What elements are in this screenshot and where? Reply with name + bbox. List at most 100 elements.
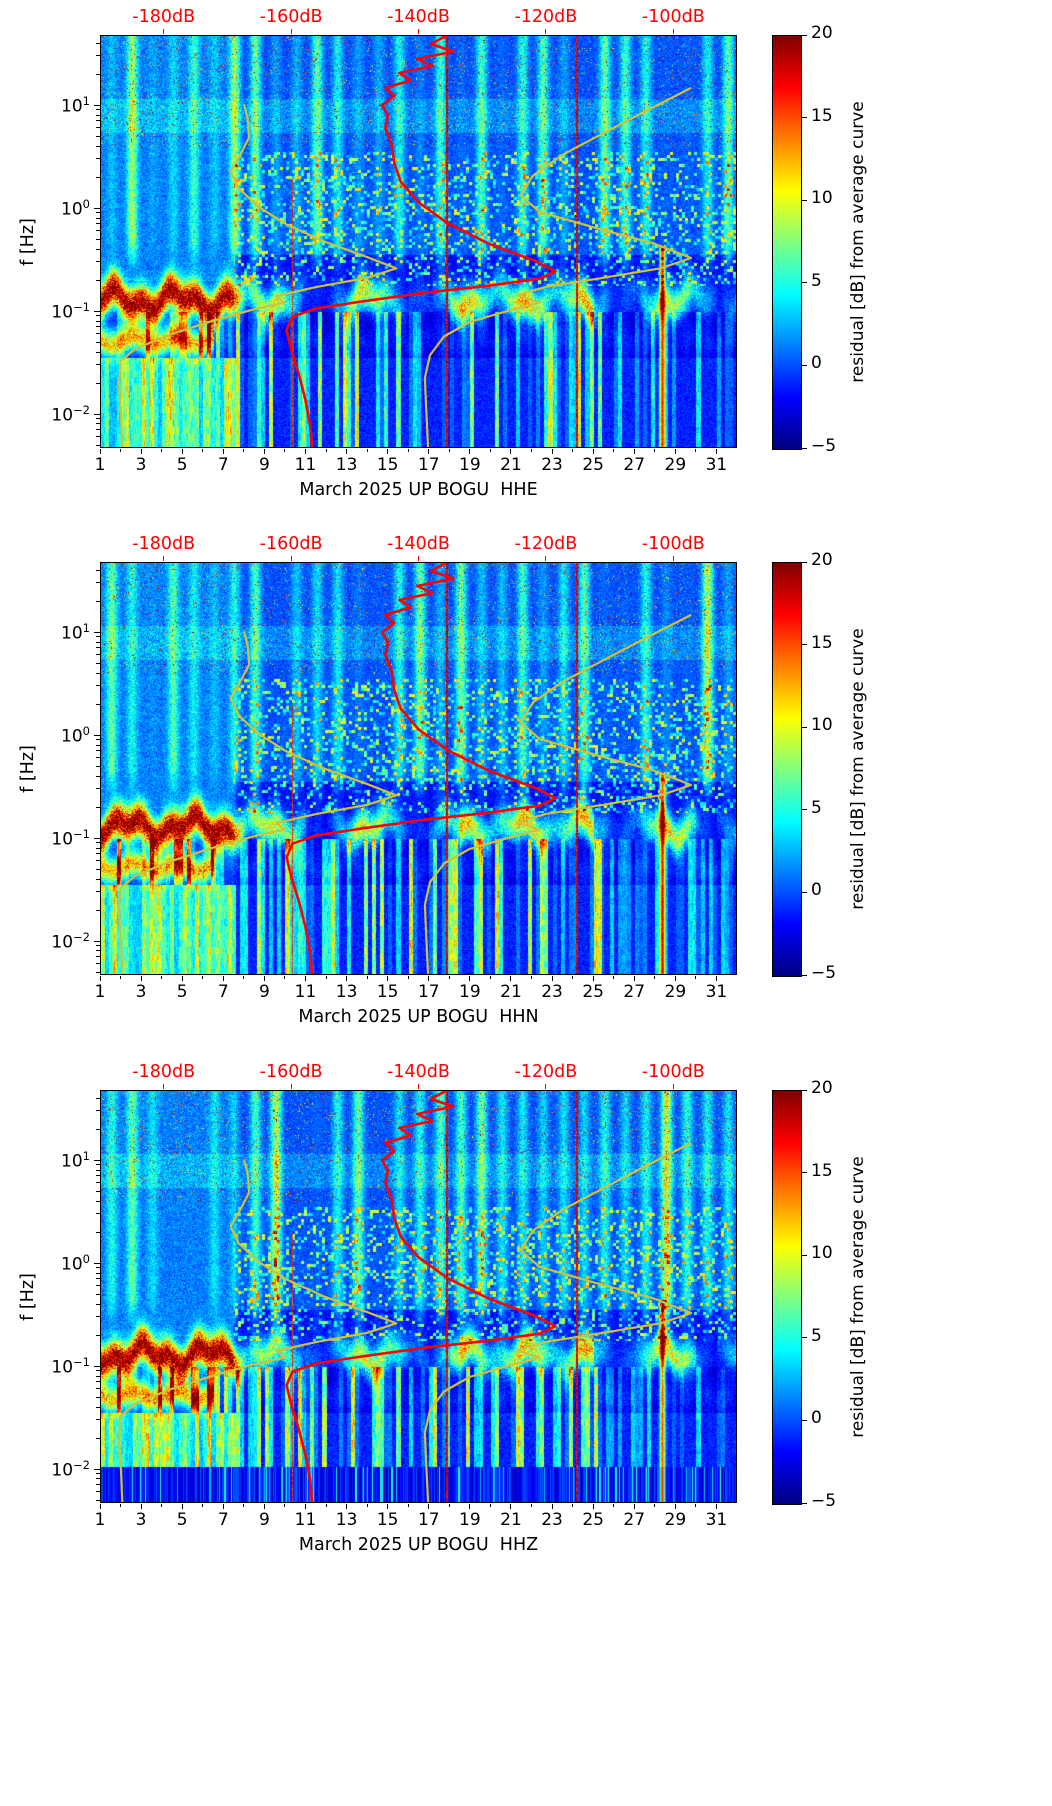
y-axis-minor-tick	[96, 847, 100, 849]
y-axis-minor-tick	[96, 423, 100, 425]
x-tick-label: 25	[582, 982, 604, 1002]
colorbar-label: residual [dB] from average curve	[848, 1155, 868, 1438]
x-axis-tick	[120, 449, 122, 452]
y-tick-exponent: −2	[73, 1458, 90, 1472]
y-axis-minor-tick	[96, 1484, 100, 1486]
x-tick-label: 29	[664, 455, 687, 475]
y-tick-exponent: 1	[82, 94, 90, 109]
y-axis-minor-tick	[96, 1478, 100, 1480]
x-tick-label: 9	[258, 1510, 270, 1530]
y-tick-exponent: 0	[82, 724, 90, 739]
colorbar-tick	[802, 117, 807, 119]
x-axis-tick	[263, 449, 265, 454]
min-psd-curve	[118, 1159, 398, 1503]
y-axis-minor-tick	[96, 341, 100, 343]
x-tick-label: 25	[582, 455, 604, 475]
colorbar-tick-label: 5	[811, 270, 822, 291]
x-axis-tick	[284, 1504, 286, 1507]
x-axis-tick	[243, 1504, 245, 1507]
colorbar-tick	[802, 34, 807, 36]
y-axis-tick	[94, 1262, 100, 1264]
y-tick-exponent: 0	[82, 1252, 90, 1267]
x-tick-label: 19	[459, 1510, 481, 1530]
y-axis-minor-tick	[96, 909, 100, 911]
x-tick-label: 11	[294, 982, 317, 1002]
y-axis-minor-tick	[96, 145, 100, 147]
top-axis-db-label: -160dB	[259, 7, 323, 27]
top-axis-tick	[418, 1084, 419, 1089]
x-axis-tick	[407, 449, 409, 452]
max-psd-curve	[423, 86, 693, 448]
y-axis-tick	[94, 837, 100, 839]
x-axis-tick	[510, 1504, 512, 1509]
y-axis-minor-tick	[96, 1437, 100, 1439]
min-psd-curve	[118, 631, 398, 975]
x-axis-tick	[613, 449, 615, 452]
y-axis-tick	[94, 104, 100, 106]
y-axis-minor-tick	[96, 351, 100, 353]
x-axis-tick	[284, 449, 286, 452]
x-axis-tick	[99, 976, 101, 981]
x-tick-label: 27	[623, 455, 646, 475]
top-axis-db-label: -180dB	[132, 1062, 196, 1082]
plot-frame	[100, 35, 737, 448]
y-axis-minor-tick	[96, 279, 100, 281]
y-axis-tick	[94, 1365, 100, 1367]
x-axis-tick	[325, 449, 327, 452]
colorbar-hhe	[772, 35, 802, 450]
y-axis-minor-tick	[96, 739, 100, 741]
y-axis-minor-tick	[96, 641, 100, 643]
colorbar-hhz	[772, 1090, 802, 1505]
y-axis-minor-tick	[96, 788, 100, 790]
y-axis-minor-tick	[96, 1169, 100, 1171]
top-axis-tick	[290, 1084, 292, 1089]
y-axis-minor-tick	[96, 569, 100, 571]
y-tick-base: 10	[51, 405, 74, 426]
colorbar-tick	[802, 364, 807, 366]
y-axis-minor-tick	[96, 860, 100, 862]
x-axis-tick	[120, 1504, 122, 1507]
x-tick-label: 31	[705, 982, 728, 1002]
colorbar-tick-label: 10	[811, 715, 833, 736]
x-axis-tick	[510, 976, 512, 981]
x-axis-tick	[469, 976, 471, 981]
y-axis-tick	[94, 310, 100, 312]
x-axis-tick	[222, 449, 224, 454]
y-axis-minor-tick	[96, 1097, 100, 1099]
x-axis-tick	[695, 449, 697, 452]
plot-frame	[100, 562, 737, 975]
x-axis-tick	[469, 449, 471, 454]
y-tick-exponent: −1	[73, 827, 90, 842]
x-tick-label: 23	[541, 982, 563, 1002]
x-axis-tick	[346, 1504, 348, 1509]
x-axis-tick	[99, 449, 101, 454]
y-tick-base: 10	[61, 1254, 83, 1275]
x-tick-label: 1	[94, 455, 106, 475]
y-axis-minor-tick	[96, 127, 100, 129]
colorbar-label: residual [dB] from average curve	[848, 100, 868, 383]
x-axis-tick	[592, 976, 594, 981]
x-tick-label: 9	[258, 455, 270, 475]
x-axis-tick	[202, 1504, 204, 1507]
y-tick-label: 10−1	[38, 827, 90, 850]
colorbar-tick	[802, 644, 807, 646]
y-axis-minor-tick	[96, 1278, 100, 1280]
x-axis-tick	[633, 1504, 635, 1509]
x-axis-tick	[366, 976, 368, 979]
top-axis-tick	[545, 556, 547, 561]
x-axis-tick	[387, 976, 389, 981]
top-axis-tick	[163, 29, 165, 34]
x-axis-tick	[304, 1504, 306, 1509]
x-axis-tick	[633, 449, 635, 454]
y-axis-minor-tick	[96, 1419, 100, 1421]
y-tick-base: 10	[61, 1151, 83, 1172]
x-axis-tick	[448, 449, 450, 452]
x-tick-label: 17	[417, 982, 440, 1002]
x-tick-label: 17	[417, 455, 440, 475]
y-axis-minor-tick	[96, 636, 100, 638]
x-axis-tick	[633, 976, 635, 981]
x-axis-tick	[448, 976, 450, 979]
y-axis-minor-tick	[96, 750, 100, 752]
y-axis-minor-tick	[96, 744, 100, 746]
y-tick-label: 100	[38, 197, 90, 220]
